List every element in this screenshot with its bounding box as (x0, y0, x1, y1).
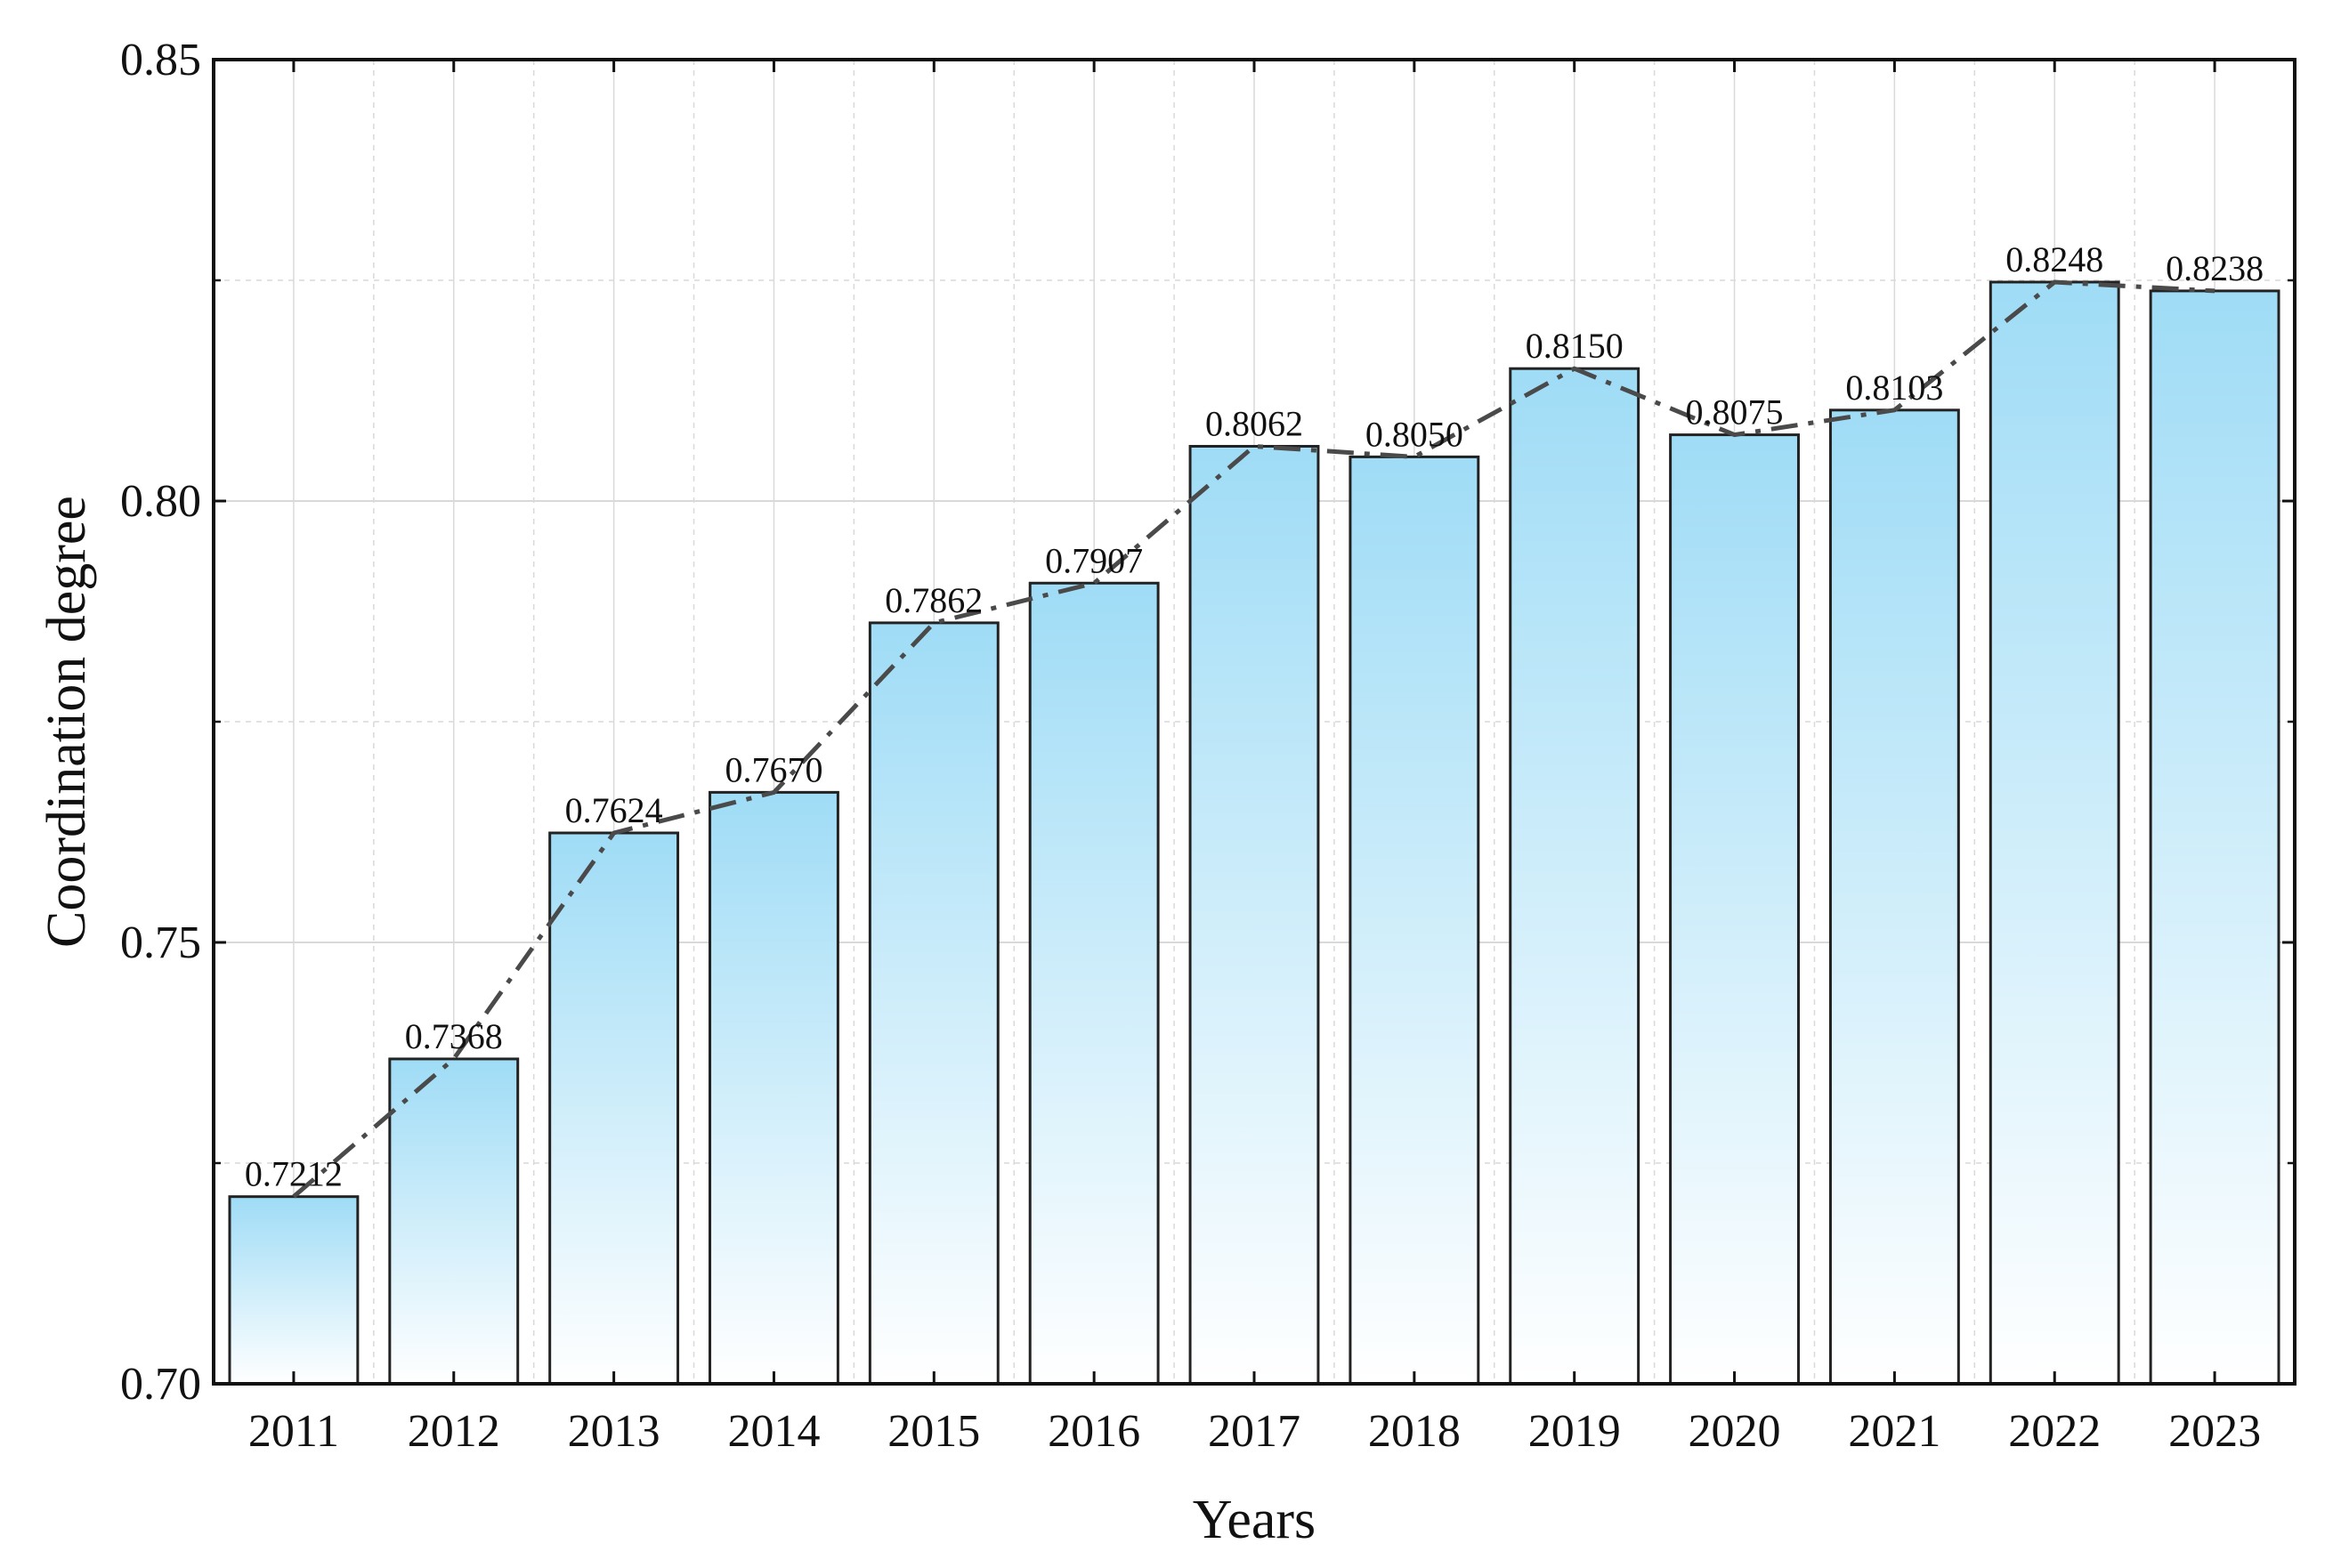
bar-2016 (1028, 581, 1160, 1386)
x-tick-label: 2021 (1848, 1406, 1940, 1457)
x-tick-label: 2017 (1208, 1406, 1300, 1457)
bars (228, 280, 2280, 1386)
data-label-2022: 0.8248 (2005, 239, 2103, 279)
bar-2017 (1188, 444, 1320, 1386)
data-label-2020: 0.8075 (1686, 392, 1784, 432)
data-label-2014: 0.7670 (725, 749, 822, 789)
trend-line (292, 279, 2215, 1199)
data-label-2015: 0.7862 (885, 580, 983, 620)
x-tick-label: 2014 (727, 1406, 820, 1457)
bar-2023 (2149, 289, 2280, 1386)
x-tick-label: 2019 (1528, 1406, 1621, 1457)
x-tick-label: 2013 (568, 1406, 660, 1457)
data-label-2017: 0.8062 (1205, 403, 1303, 443)
bar-2015 (868, 621, 1000, 1386)
y-tick-label: 0.80 (120, 476, 201, 527)
trend-line-group (292, 279, 2215, 1199)
x-tick-label: 2011 (248, 1406, 339, 1457)
y-tick-label: 0.85 (120, 35, 201, 85)
y-tick-label: 0.70 (120, 1359, 201, 1410)
x-tick-label: 2015 (887, 1406, 980, 1457)
bar-2019 (1509, 367, 1640, 1386)
y-axis-title: Coordination degree (36, 496, 97, 948)
x-tick-label: 2020 (1689, 1406, 1781, 1457)
x-tick-label: 2023 (2168, 1406, 2261, 1457)
axes: 0.70 0.75 0.80 0.85 2011 2012 2013 2014 2015 2016… (120, 35, 2295, 1457)
bar-2021 (1828, 408, 1960, 1386)
bar-2011 (228, 1195, 360, 1386)
x-tick-label: 2022 (2008, 1406, 2101, 1457)
data-label-2011: 0.7212 (245, 1154, 343, 1194)
bar-2022 (1989, 280, 2120, 1386)
x-tick-label: 2018 (1368, 1406, 1461, 1457)
data-label-2012: 0.7368 (405, 1016, 503, 1056)
bar-2013 (548, 831, 680, 1386)
data-label-2013: 0.7624 (565, 790, 663, 830)
x-tick-label: 2016 (1048, 1406, 1140, 1457)
data-labels: 0.7212 0.7368 0.7624 0.7670 0.7862 0.7907 0.80… (245, 239, 2264, 1194)
bar-2020 (1669, 433, 1800, 1386)
data-label-2023: 0.8238 (2166, 248, 2264, 288)
data-label-2021: 0.8103 (1845, 368, 1943, 408)
x-axis-title: Years (1193, 1490, 1316, 1550)
data-label-2016: 0.7907 (1045, 540, 1143, 580)
x-tick-label: 2012 (408, 1406, 500, 1457)
bar-2012 (388, 1057, 520, 1386)
y-tick-label: 0.75 (120, 917, 201, 968)
bar-2018 (1349, 455, 1480, 1386)
data-label-2018: 0.8050 (1365, 414, 1463, 454)
data-label-2019: 0.8150 (1526, 326, 1624, 366)
bar-2014 (709, 790, 839, 1386)
